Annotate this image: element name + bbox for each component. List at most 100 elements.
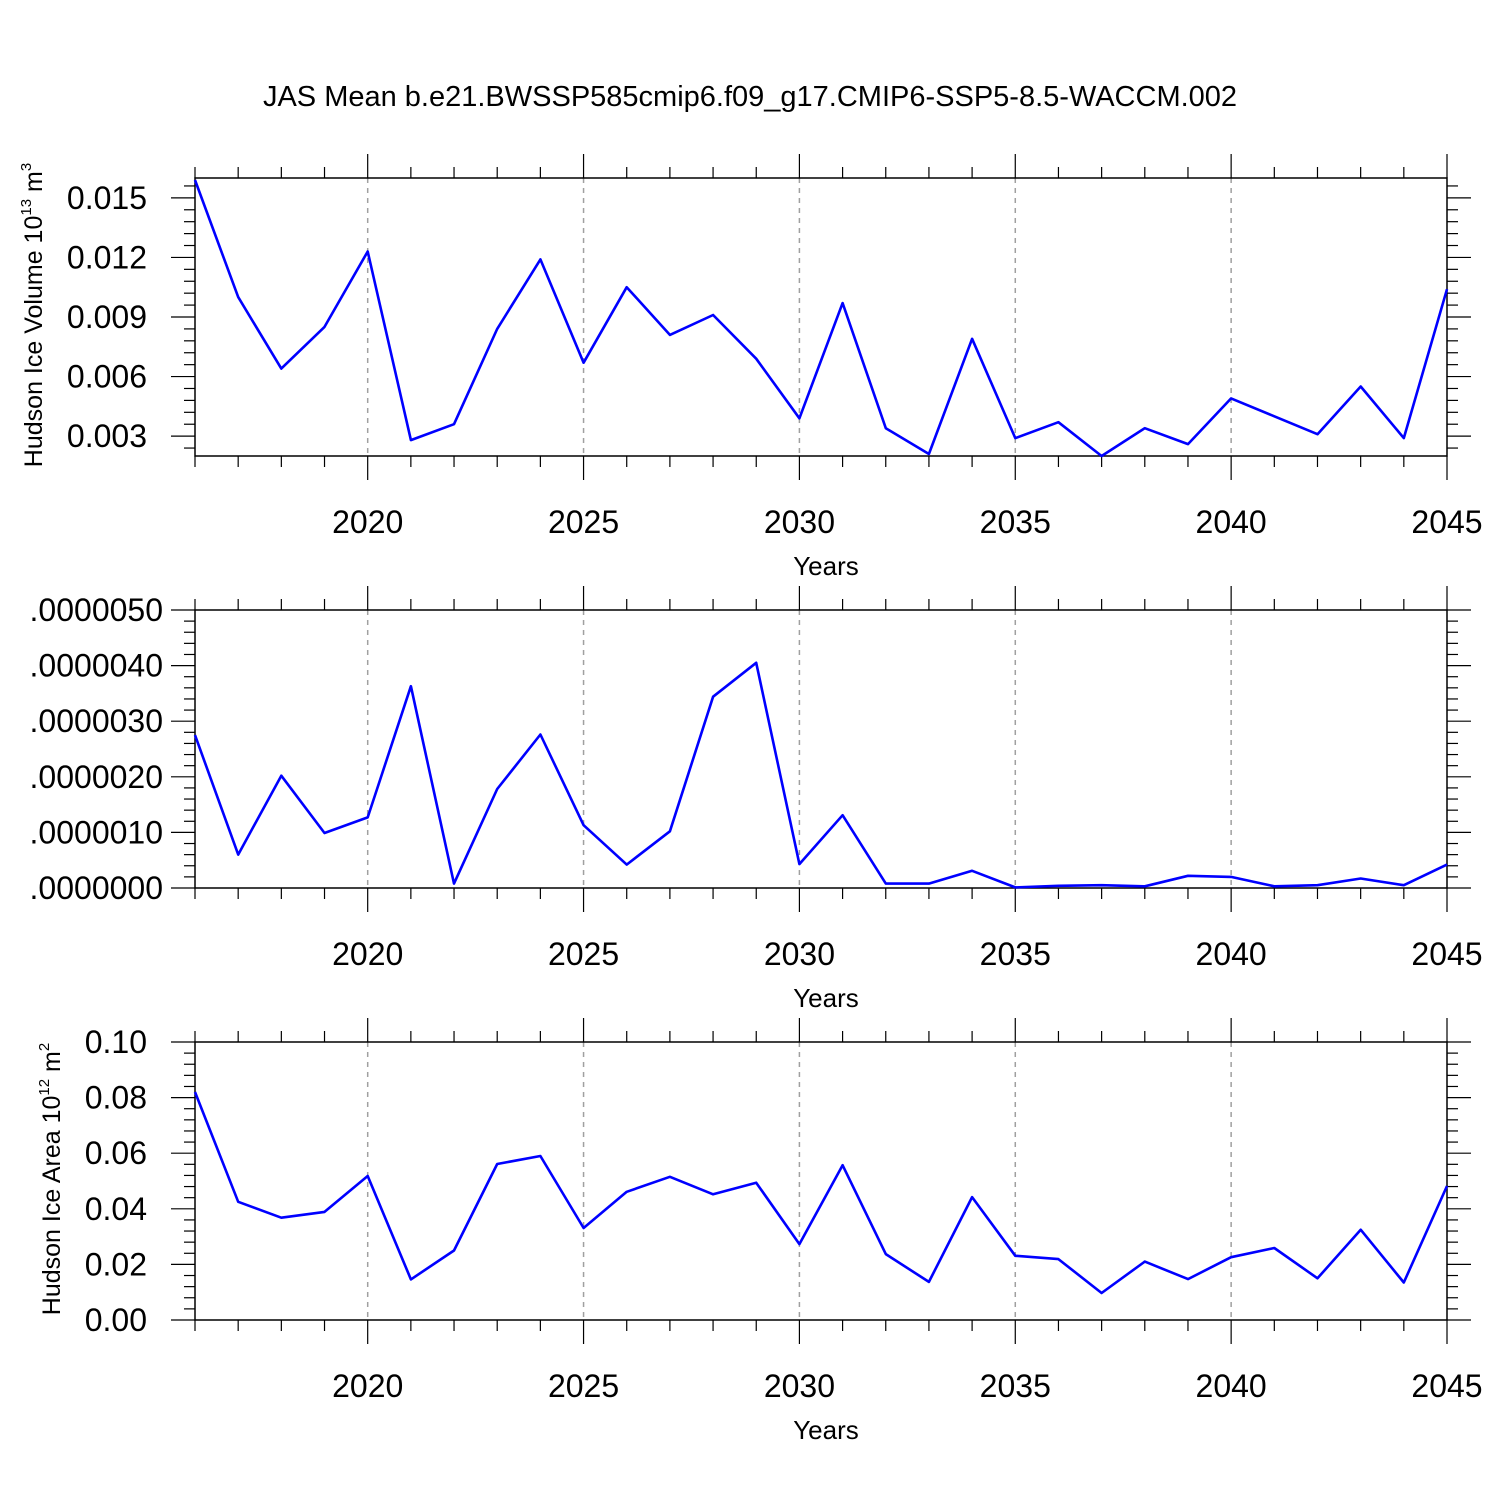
x-tick-label: 2025 [548,504,619,540]
data-point [1316,883,1320,887]
data-point [754,357,758,361]
series-line [193,1091,1449,1295]
data-point [193,1090,197,1094]
data-point [841,813,845,817]
data-point [1445,287,1449,291]
data-point [711,695,715,699]
data-point [538,257,542,261]
data-point [1229,875,1233,879]
data-point [452,1249,456,1253]
data-point [495,787,499,791]
data-point [1013,1254,1017,1258]
y-axis-label-exponent: 12 [36,1079,53,1096]
data-point [797,862,801,866]
data-point [1186,1277,1190,1281]
data-point [970,1195,974,1199]
y-tick-label: .0000040 [30,648,163,684]
data-point [754,661,758,665]
y-tick-label: .0000010 [30,814,163,850]
data-point [927,1280,931,1284]
data-point [1229,396,1233,400]
data-point [279,367,283,371]
y-axis-label: Hudson Ice Volume 1013 m3 [18,163,48,467]
data-point [1272,1246,1276,1250]
data-point [884,426,888,430]
data-point [1100,454,1104,458]
plot-frame [194,1041,1448,1321]
data-point [582,823,586,827]
y-tick-label: 0.006 [67,359,147,395]
data-point [366,815,370,819]
y-axis-label-unit-exponent: 3 [18,163,35,171]
x-axis-label: Years [793,1415,859,1445]
y-tick-label: 0.012 [67,239,147,275]
x-tick-label: 2035 [980,936,1051,972]
panel-ice-area: 0.00 0.02 0.04 0.06 0.08 0.10 2020 2025 2030 2035… [36,1018,1483,1445]
x-tick-label: 2035 [980,504,1051,540]
data-point [1359,1228,1363,1232]
y-tick-label: .0000030 [30,703,163,739]
data-point [409,438,413,442]
data-point [1316,432,1320,436]
data-point [1272,884,1276,888]
data-point [1229,1255,1233,1259]
data-point [797,1242,801,1246]
y-tick-label: .0000020 [30,759,163,795]
data-point [409,684,413,688]
x-tick-label: 2045 [1411,504,1482,540]
data-point [409,1277,413,1281]
y-tick-label: 0.10 [85,1024,147,1060]
data-point [323,325,327,329]
y-axis-label: Hudson Ice Area 1012 m2 [36,1043,66,1315]
data-point [1143,884,1147,888]
data-point [1143,426,1147,430]
chart-title: JAS Mean b.e21.BWSSP585cmip6.f09_g17.CMI… [263,81,1237,113]
data-point [279,774,283,778]
data-point [366,1174,370,1178]
y-axis-label-exponent: 13 [18,199,35,216]
data-point [970,869,974,873]
data-point [1359,877,1363,881]
panel-ice-volume: 0.003 0.006 0.009 0.012 0.015 2020 2025 2030 203… [18,154,1483,581]
plot-frame [194,177,1448,457]
data-point [1100,1291,1104,1295]
x-tick-label: 2030 [764,504,835,540]
data-point [884,882,888,886]
data-point [1402,1281,1406,1285]
data-point [1056,420,1060,424]
data-point [668,829,672,833]
data-point [538,733,542,737]
data-point [582,1226,586,1230]
y-axis-label-unit: m [38,1051,66,1079]
data-point [884,1252,888,1256]
x-tick-label: 2035 [980,1368,1051,1404]
data-point [797,416,801,420]
data-point [279,1216,283,1220]
data-point [366,250,370,254]
data-point [495,327,499,331]
data-point [711,1192,715,1196]
y-tick-label: .0000050 [30,592,163,628]
y-tick-label: 0.06 [85,1135,147,1171]
data-point [323,831,327,835]
data-point [236,853,240,857]
data-point [841,301,845,305]
y-axis-label-text: Hudson Ice Volume 10 [20,216,48,468]
y-tick-label: 0.015 [67,180,147,216]
y-tick-label: 0.00 [85,1302,147,1338]
x-tick-label: 2040 [1196,936,1267,972]
y-tick-label: 0.08 [85,1080,147,1116]
data-point [668,333,672,337]
data-point [1143,1260,1147,1264]
plot-frame [194,609,1448,889]
data-point [1402,883,1406,887]
data-point [1056,1257,1060,1261]
x-tick-label: 2025 [548,936,619,972]
data-point [927,452,931,456]
data-point [1100,883,1104,887]
y-axis-label-text: Hudson Ice Area 10 [38,1096,66,1316]
x-tick-label: 2045 [1411,936,1482,972]
x-tick-label: 2040 [1196,504,1267,540]
x-tick-label: 2030 [764,936,835,972]
data-point [193,733,197,737]
